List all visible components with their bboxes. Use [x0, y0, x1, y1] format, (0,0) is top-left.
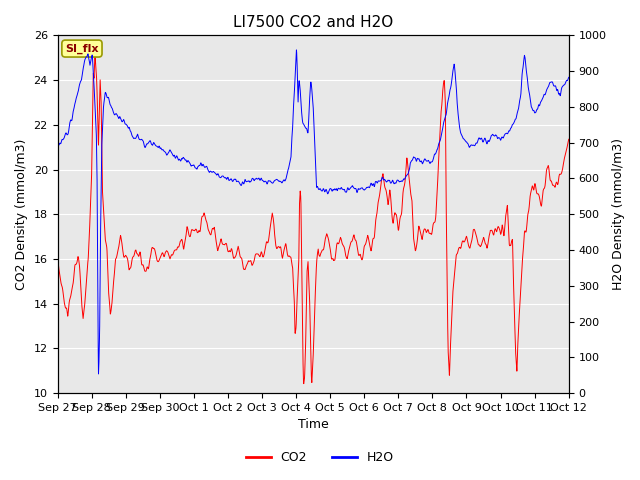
- CO2: [565, 136, 573, 142]
- H2O: [95, 371, 102, 377]
- Line: H2O: H2O: [58, 50, 569, 374]
- H2O: [565, 74, 573, 80]
- Text: SI_flx: SI_flx: [65, 43, 99, 54]
- H2O: [292, 47, 300, 53]
- CO2: [339, 242, 347, 248]
- Legend: CO2, H2O: CO2, H2O: [241, 446, 399, 469]
- CO2: [328, 256, 336, 262]
- CO2: [196, 228, 204, 233]
- H2O: [462, 139, 470, 144]
- CO2: [520, 237, 528, 242]
- Y-axis label: CO2 Density (mmol/m3): CO2 Density (mmol/m3): [15, 139, 28, 290]
- Line: CO2: CO2: [58, 56, 569, 384]
- H2O: [520, 56, 528, 62]
- CO2: [462, 235, 470, 241]
- H2O: [328, 188, 336, 194]
- Title: LI7500 CO2 and H2O: LI7500 CO2 and H2O: [233, 15, 393, 30]
- H2O: [196, 161, 204, 167]
- H2O: [54, 142, 61, 148]
- CO2: [91, 53, 99, 59]
- H2O: [339, 186, 347, 192]
- CO2: [534, 191, 542, 197]
- CO2: [54, 253, 61, 259]
- CO2: [300, 381, 308, 386]
- X-axis label: Time: Time: [298, 419, 328, 432]
- Y-axis label: H2O Density (mmol/m3): H2O Density (mmol/m3): [612, 138, 625, 290]
- H2O: [534, 104, 542, 109]
